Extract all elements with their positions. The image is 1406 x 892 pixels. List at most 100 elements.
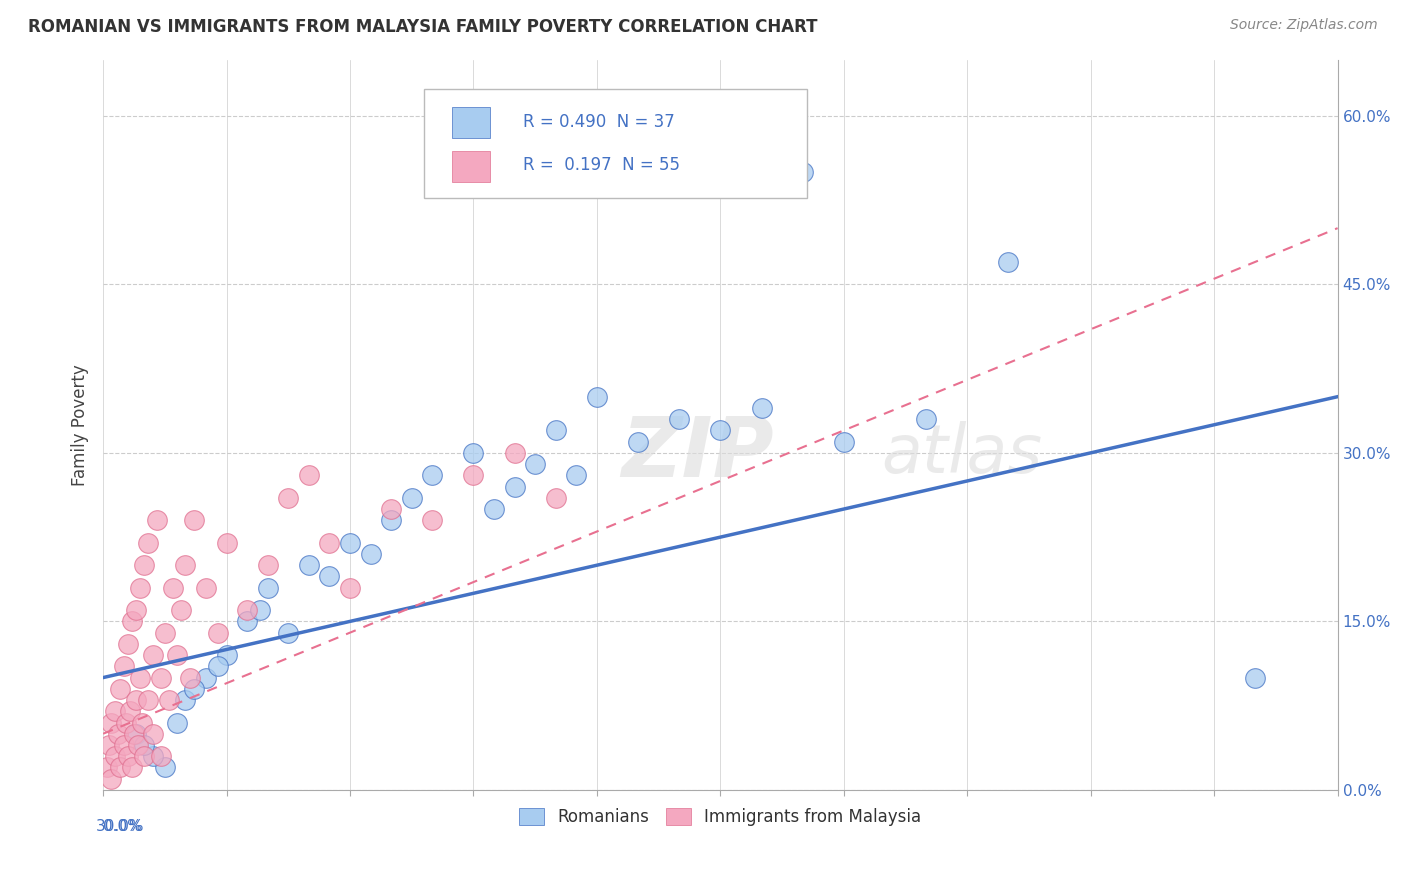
Point [249,603,271,617]
Point [131,715,153,730]
Point [166,715,188,730]
Point [141,749,163,764]
Point [256,558,278,573]
Point [98,738,121,752]
Text: Source: ZipAtlas.com: Source: ZipAtlas.com [1230,18,1378,32]
Point [482,502,505,516]
Point [256,581,278,595]
Point [121,760,143,774]
Point [565,468,588,483]
Point [183,681,205,696]
Point [401,491,423,505]
Text: R =  0.197  N = 55: R = 0.197 N = 55 [523,156,681,175]
Point [277,625,299,640]
Point [141,727,163,741]
Point [170,603,193,617]
Point [544,491,567,505]
Point [125,727,148,741]
Point [174,693,197,707]
Point [236,615,259,629]
Legend: Romanians, Immigrants from Malaysia: Romanians, Immigrants from Malaysia [513,801,928,833]
Point [122,727,145,741]
Point [277,491,299,505]
Y-axis label: Family Poverty: Family Poverty [72,364,89,485]
Point [108,681,131,696]
Point [149,671,172,685]
Point [792,165,814,179]
Point [318,569,340,583]
Point [215,648,238,662]
Point [121,615,143,629]
Text: R = 0.490  N = 37: R = 0.490 N = 37 [523,112,675,130]
Point [503,479,526,493]
Point [339,535,361,549]
Point [117,637,139,651]
Point [125,693,148,707]
Point [104,749,127,764]
Point [100,772,122,786]
Point [709,423,731,437]
Point [1244,671,1267,685]
Point [832,434,855,449]
Point [463,446,485,460]
Point [162,581,184,595]
Point [125,603,148,617]
Point [134,749,156,764]
Point [104,704,127,718]
Point [420,468,443,483]
Point [108,760,131,774]
Point [129,581,152,595]
Point [153,760,176,774]
Point [236,603,259,617]
Point [179,671,201,685]
Point [207,625,229,640]
Point [544,423,567,437]
Point [360,547,382,561]
Point [118,704,141,718]
Text: ZIP: ZIP [621,414,775,494]
Point [215,535,238,549]
Point [420,513,443,527]
Point [915,412,938,426]
Point [134,558,156,573]
Point [96,760,118,774]
Point [298,468,321,483]
Point [107,727,129,741]
Point [339,581,361,595]
Point [145,513,167,527]
Point [207,659,229,673]
Point [138,535,160,549]
FancyBboxPatch shape [425,89,807,198]
Point [318,535,340,549]
Point [503,446,526,460]
Point [100,715,122,730]
Point [195,581,218,595]
FancyBboxPatch shape [453,107,491,137]
Point [114,715,136,730]
Point [627,434,650,449]
Point [174,558,197,573]
Text: 30.0%: 30.0% [96,819,145,834]
Point [141,648,163,662]
Text: 0.0%: 0.0% [103,819,142,834]
Point [183,513,205,527]
Text: atlas: atlas [882,421,1042,487]
Point [134,738,156,752]
Point [149,749,172,764]
Point [112,738,135,752]
Point [668,412,690,426]
Text: ROMANIAN VS IMMIGRANTS FROM MALAYSIA FAMILY POVERTY CORRELATION CHART: ROMANIAN VS IMMIGRANTS FROM MALAYSIA FAM… [28,18,818,36]
Point [751,401,773,415]
Point [138,693,160,707]
Point [166,648,188,662]
Point [157,693,180,707]
Point [127,738,149,752]
Point [117,749,139,764]
Point [298,558,321,573]
Point [112,659,135,673]
Point [524,457,547,471]
Point [380,502,402,516]
Point [463,468,485,483]
FancyBboxPatch shape [453,151,491,182]
Point [997,255,1019,269]
